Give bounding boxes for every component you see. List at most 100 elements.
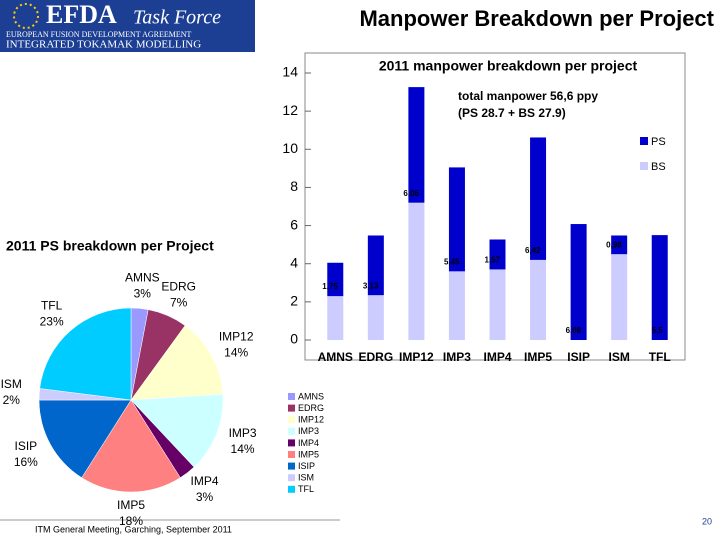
value-label: 6,42 xyxy=(525,246,541,255)
bar-segment xyxy=(327,262,344,297)
slide-title: Manpower Breakdown per Project xyxy=(359,6,714,31)
y-tick-label: 14 xyxy=(282,64,298,80)
pie-label: IMP12 xyxy=(219,329,254,343)
pie-value-label: 2% xyxy=(3,393,21,407)
x-tick-label: AMNS xyxy=(318,350,353,364)
bar-segment xyxy=(530,259,547,340)
pie-value-label: 3% xyxy=(196,490,214,504)
x-tick-label: EDRG xyxy=(358,350,393,364)
pie-slice xyxy=(130,325,224,401)
legend-label: PS xyxy=(651,136,666,148)
legend-swatch xyxy=(288,404,295,412)
chart-title: 2011 manpower breakdown per project xyxy=(379,58,638,74)
value-label: 5,45 xyxy=(444,257,460,266)
bar-segment xyxy=(367,235,384,296)
program: INTEGRATED TOKAMAK MODELLING xyxy=(6,39,201,51)
bar-segment xyxy=(408,202,425,340)
pie-label: IMP5 xyxy=(117,498,145,512)
y-tick-label: 6 xyxy=(290,216,298,232)
legend-swatch xyxy=(288,485,295,493)
x-tick-label: ISIP xyxy=(567,350,590,364)
pie-slice xyxy=(130,393,224,468)
legend-swatch xyxy=(640,162,648,170)
y-tick-label: 2 xyxy=(290,293,298,309)
bar-segment xyxy=(489,239,506,270)
pie-value-label: 7% xyxy=(170,296,188,310)
pie-value-label: 23% xyxy=(40,315,64,329)
legend-label: ISIP xyxy=(298,461,315,471)
y-tick-label: 0 xyxy=(290,331,298,347)
pie-label: TFL xyxy=(41,299,63,313)
legend-swatch xyxy=(288,474,295,482)
agreement: EUROPEAN FUSION DEVELOPMENT AGREEMENT xyxy=(6,30,192,39)
pie-value-label: 18% xyxy=(119,514,143,528)
bar-segment xyxy=(611,235,628,255)
x-tick-label: ISM xyxy=(608,350,629,364)
pie-label: EDRG xyxy=(161,280,196,294)
bar-segment xyxy=(489,269,506,340)
value-label: 5,5 xyxy=(652,326,664,335)
value-label: 6,06 xyxy=(403,189,419,198)
bar-segment xyxy=(408,87,425,203)
value-label: 3,13 xyxy=(363,281,379,290)
y-tick-label: 4 xyxy=(290,254,298,270)
logo: EFDA xyxy=(46,0,117,29)
legend-label: ISM xyxy=(298,473,314,483)
value-label: 6,08 xyxy=(566,326,582,335)
legend-swatch xyxy=(288,393,295,400)
bar-segment xyxy=(448,167,465,272)
pie-value-label: 14% xyxy=(224,345,248,359)
legend-label: IMP5 xyxy=(298,449,319,459)
bar-segment xyxy=(651,235,668,340)
pie-value-label: 3% xyxy=(134,287,152,301)
pie-label: IMP3 xyxy=(229,426,257,440)
bar-segment xyxy=(448,271,465,340)
value-label: 0,98 xyxy=(606,240,622,249)
plot-frame xyxy=(304,52,686,361)
legend-label: EDRG xyxy=(298,403,324,413)
legend-label: BS xyxy=(651,161,666,173)
x-tick-label: IMP12 xyxy=(399,350,434,364)
x-tick-label: IMP4 xyxy=(483,350,511,364)
chart-title: 2011 PS breakdown per Project xyxy=(6,238,214,254)
y-tick-label: 10 xyxy=(282,140,298,156)
annotation: (PS 28.7 + BS 27.9) xyxy=(458,106,566,120)
pie-label: IMP4 xyxy=(191,474,219,488)
legend-swatch xyxy=(288,462,295,470)
legend-label: AMNS xyxy=(298,391,324,401)
logo-band xyxy=(0,0,255,52)
pie-label: ISIP xyxy=(14,439,37,453)
legend-label: TFL xyxy=(298,484,314,494)
pie-slice xyxy=(81,399,181,493)
pie-slice xyxy=(39,307,132,401)
y-tick-label: 8 xyxy=(290,178,298,194)
legend-label: IMP4 xyxy=(298,438,319,448)
legend-swatch xyxy=(288,439,295,447)
legend-label: IMP12 xyxy=(298,415,324,425)
legend-swatch xyxy=(640,137,648,145)
x-tick-label: IMP3 xyxy=(443,350,471,364)
pie-value-label: 16% xyxy=(14,455,38,469)
value-label: 1,57 xyxy=(485,256,501,265)
logo-stars xyxy=(13,3,39,29)
legend-swatch xyxy=(288,427,295,435)
x-tick-label: IMP5 xyxy=(524,350,552,364)
annotation: total manpower 56,6 ppy xyxy=(458,89,598,103)
legend-label: IMP3 xyxy=(298,426,319,436)
bar-segment xyxy=(611,254,628,340)
y-tick-label: 12 xyxy=(282,102,298,118)
legend-swatch xyxy=(288,451,295,458)
x-tick-label: TFL xyxy=(649,350,671,364)
bar-segment xyxy=(530,137,547,260)
pie-label: ISM xyxy=(1,377,22,391)
logo-sub: Task Force xyxy=(133,7,221,29)
pie-label: AMNS xyxy=(125,271,160,285)
value-label: 1,75 xyxy=(322,282,338,291)
page-number: 20 xyxy=(702,516,712,526)
legend-swatch xyxy=(288,416,295,424)
bar-segment xyxy=(570,224,587,340)
bar-segment xyxy=(367,295,384,340)
bar-segment xyxy=(327,296,344,340)
footer: ITM General Meeting, Garching, September… xyxy=(35,524,232,534)
